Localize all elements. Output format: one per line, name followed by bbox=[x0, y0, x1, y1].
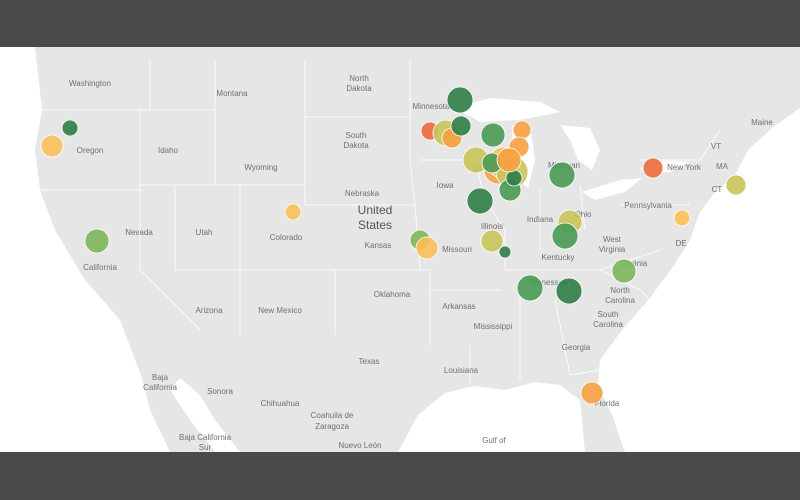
location-marker[interactable] bbox=[446, 86, 474, 114]
state-label: Texas bbox=[359, 357, 380, 366]
state-label: Illinois bbox=[481, 222, 503, 231]
location-marker[interactable] bbox=[40, 134, 64, 158]
bottom-bar bbox=[0, 452, 800, 500]
state-label: Kansas bbox=[365, 241, 392, 250]
state-label: DE bbox=[675, 239, 686, 248]
country-label: States bbox=[358, 218, 392, 232]
state-label: South bbox=[598, 310, 619, 319]
state-label: Oregon bbox=[77, 146, 104, 155]
state-label: Ohio bbox=[575, 210, 592, 219]
location-marker[interactable] bbox=[725, 174, 747, 196]
lake-superior bbox=[455, 98, 560, 122]
state-label: Montana bbox=[216, 89, 248, 98]
region-label: Sonora bbox=[207, 387, 233, 396]
state-label: Washington bbox=[69, 79, 111, 88]
location-marker[interactable] bbox=[498, 245, 512, 259]
location-marker[interactable] bbox=[284, 203, 302, 221]
state-label: Virginia bbox=[599, 245, 626, 254]
lake-huron bbox=[560, 125, 600, 170]
state-label: Nebraska bbox=[345, 189, 380, 198]
state-label: North bbox=[610, 286, 630, 295]
state-label: Colorado bbox=[270, 233, 303, 242]
location-marker[interactable] bbox=[611, 258, 637, 284]
region-label: California bbox=[143, 383, 177, 392]
place-labels: Washington Oregon Idaho Montana Wyoming … bbox=[69, 74, 773, 452]
state-label: Pennsylvania bbox=[624, 201, 672, 210]
lake-erie bbox=[582, 178, 642, 200]
state-label: West bbox=[603, 235, 622, 244]
state-label: Kentucky bbox=[542, 253, 575, 262]
top-bar bbox=[0, 0, 800, 47]
state-label: Oklahoma bbox=[374, 290, 411, 299]
location-marker[interactable] bbox=[466, 187, 494, 215]
state-label: VT bbox=[711, 142, 721, 151]
region-label: Chihuahua bbox=[261, 399, 300, 408]
location-marker[interactable] bbox=[480, 229, 504, 253]
location-marker[interactable] bbox=[496, 147, 522, 173]
state-label: Utah bbox=[196, 228, 213, 237]
location-marker[interactable] bbox=[551, 222, 579, 250]
state-label: California bbox=[83, 263, 117, 272]
state-label: Wyoming bbox=[244, 163, 277, 172]
state-label: New Mexico bbox=[258, 306, 302, 315]
location-marker[interactable] bbox=[548, 161, 576, 189]
location-marker[interactable] bbox=[505, 169, 523, 187]
state-label: Maine bbox=[751, 118, 773, 127]
location-marker[interactable] bbox=[580, 381, 604, 405]
location-marker[interactable] bbox=[516, 274, 544, 302]
region-label: Baja bbox=[152, 373, 169, 382]
state-label: Iowa bbox=[437, 181, 454, 190]
water-label: Gulf of bbox=[482, 436, 506, 445]
region-label: Baja California bbox=[179, 433, 232, 442]
state-label: Arkansas bbox=[442, 302, 475, 311]
state-label: North bbox=[349, 74, 369, 83]
state-label: Tennessee bbox=[529, 278, 568, 287]
state-label: Minnesota bbox=[413, 102, 450, 111]
state-label: Louisiana bbox=[444, 366, 479, 375]
state-label: Florida bbox=[595, 399, 620, 408]
state-label: Indiana bbox=[527, 215, 554, 224]
state-label: Georgia bbox=[562, 343, 591, 352]
state-label: MA bbox=[716, 162, 729, 171]
state-label: CT bbox=[712, 185, 723, 194]
state-borders bbox=[40, 60, 721, 385]
location-marker[interactable] bbox=[555, 277, 583, 305]
state-label: Virginia bbox=[621, 259, 648, 268]
state-label: Nevada bbox=[125, 228, 153, 237]
location-marker[interactable] bbox=[673, 209, 691, 227]
state-label: South bbox=[346, 131, 367, 140]
location-markers bbox=[40, 86, 747, 405]
location-marker[interactable] bbox=[450, 115, 472, 137]
state-label: Carolina bbox=[593, 320, 623, 329]
state-label: Arizona bbox=[195, 306, 223, 315]
state-label: Dakota bbox=[346, 84, 372, 93]
location-marker[interactable] bbox=[642, 157, 664, 179]
region-label: Zaragoza bbox=[315, 422, 349, 431]
state-label: Mississippi bbox=[474, 322, 513, 331]
location-marker[interactable] bbox=[415, 236, 439, 260]
state-label: Idaho bbox=[158, 146, 179, 155]
region-label: Coahuila de bbox=[311, 411, 354, 420]
location-marker[interactable] bbox=[512, 120, 532, 140]
state-label: Missouri bbox=[442, 245, 472, 254]
location-marker[interactable] bbox=[480, 122, 506, 148]
location-marker[interactable] bbox=[61, 119, 79, 137]
location-marker[interactable] bbox=[84, 228, 110, 254]
country-label: United bbox=[358, 203, 393, 217]
region-label: Sur bbox=[199, 443, 212, 452]
region-label: Nuevo León bbox=[338, 441, 381, 450]
state-label: Dakota bbox=[343, 141, 369, 150]
state-label: New York bbox=[667, 163, 702, 172]
state-label: Carolina bbox=[605, 296, 635, 305]
